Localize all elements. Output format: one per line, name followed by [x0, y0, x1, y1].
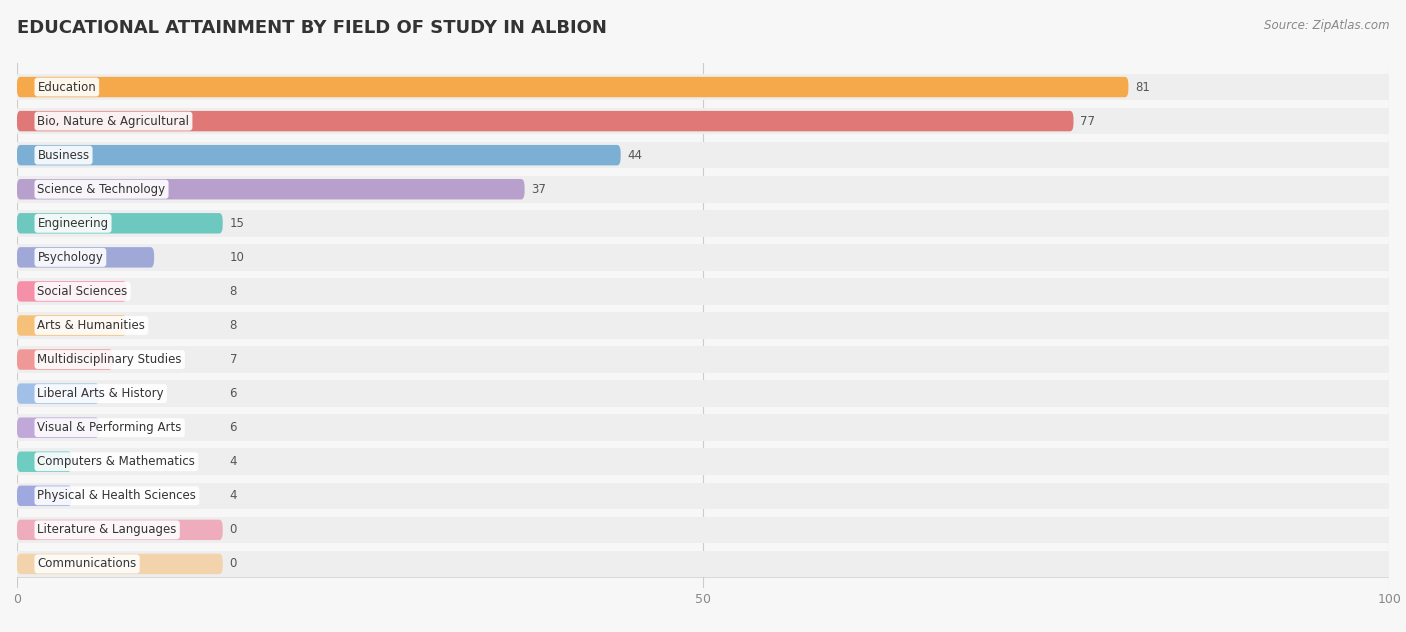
Text: EDUCATIONAL ATTAINMENT BY FIELD OF STUDY IN ALBION: EDUCATIONAL ATTAINMENT BY FIELD OF STUDY… — [17, 19, 607, 37]
Text: Communications: Communications — [38, 557, 136, 571]
FancyBboxPatch shape — [17, 176, 1389, 202]
FancyBboxPatch shape — [17, 485, 72, 506]
FancyBboxPatch shape — [17, 520, 222, 540]
FancyBboxPatch shape — [17, 418, 100, 438]
Text: 81: 81 — [1135, 80, 1150, 94]
FancyBboxPatch shape — [17, 244, 1389, 270]
Text: Business: Business — [38, 149, 90, 162]
FancyBboxPatch shape — [17, 108, 1389, 135]
FancyBboxPatch shape — [17, 213, 222, 233]
Text: Education: Education — [38, 80, 96, 94]
FancyBboxPatch shape — [17, 210, 1389, 236]
FancyBboxPatch shape — [17, 247, 155, 267]
Text: Arts & Humanities: Arts & Humanities — [38, 319, 145, 332]
Text: 4: 4 — [229, 489, 238, 502]
FancyBboxPatch shape — [17, 384, 100, 404]
FancyBboxPatch shape — [17, 346, 1389, 373]
Text: Multidisciplinary Studies: Multidisciplinary Studies — [38, 353, 181, 366]
Text: 37: 37 — [531, 183, 547, 196]
FancyBboxPatch shape — [17, 315, 127, 336]
Text: Liberal Arts & History: Liberal Arts & History — [38, 387, 165, 400]
FancyBboxPatch shape — [17, 349, 112, 370]
Text: Literature & Languages: Literature & Languages — [38, 523, 177, 537]
Text: Social Sciences: Social Sciences — [38, 285, 128, 298]
Text: 7: 7 — [229, 353, 238, 366]
Text: Science & Technology: Science & Technology — [38, 183, 166, 196]
Text: Computers & Mathematics: Computers & Mathematics — [38, 455, 195, 468]
Text: Visual & Performing Arts: Visual & Performing Arts — [38, 421, 181, 434]
FancyBboxPatch shape — [17, 380, 1389, 407]
Text: 6: 6 — [229, 387, 238, 400]
FancyBboxPatch shape — [17, 77, 1129, 97]
FancyBboxPatch shape — [17, 516, 1389, 543]
Text: 0: 0 — [229, 557, 238, 571]
FancyBboxPatch shape — [17, 281, 127, 301]
Text: 77: 77 — [1080, 114, 1095, 128]
Text: Engineering: Engineering — [38, 217, 108, 230]
FancyBboxPatch shape — [17, 145, 620, 166]
Text: 8: 8 — [229, 285, 238, 298]
FancyBboxPatch shape — [17, 449, 1389, 475]
FancyBboxPatch shape — [17, 312, 1389, 339]
FancyBboxPatch shape — [17, 550, 1389, 577]
FancyBboxPatch shape — [17, 451, 72, 472]
FancyBboxPatch shape — [17, 74, 1389, 100]
FancyBboxPatch shape — [17, 415, 1389, 441]
Text: 4: 4 — [229, 455, 238, 468]
FancyBboxPatch shape — [17, 482, 1389, 509]
Text: Bio, Nature & Agricultural: Bio, Nature & Agricultural — [38, 114, 190, 128]
Text: 6: 6 — [229, 421, 238, 434]
Text: 44: 44 — [627, 149, 643, 162]
FancyBboxPatch shape — [17, 179, 524, 200]
Text: 8: 8 — [229, 319, 238, 332]
Text: 10: 10 — [229, 251, 245, 264]
FancyBboxPatch shape — [17, 142, 1389, 169]
FancyBboxPatch shape — [17, 278, 1389, 305]
Text: 0: 0 — [229, 523, 238, 537]
Text: Physical & Health Sciences: Physical & Health Sciences — [38, 489, 197, 502]
FancyBboxPatch shape — [17, 554, 222, 574]
FancyBboxPatch shape — [17, 111, 1074, 131]
Text: Source: ZipAtlas.com: Source: ZipAtlas.com — [1264, 19, 1389, 32]
Text: 15: 15 — [229, 217, 245, 230]
Text: Psychology: Psychology — [38, 251, 103, 264]
